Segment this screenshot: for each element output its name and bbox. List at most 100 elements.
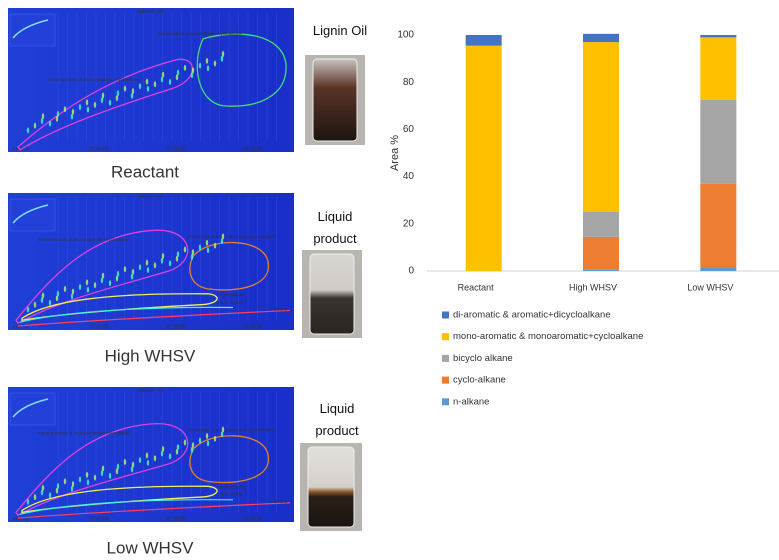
peak	[55, 295, 59, 302]
inset	[9, 392, 56, 426]
peak	[130, 92, 134, 99]
peak	[101, 92, 105, 99]
peak	[78, 104, 82, 111]
peak	[161, 446, 165, 453]
peak	[101, 272, 105, 279]
peak	[26, 498, 30, 505]
peak	[183, 64, 187, 71]
peak	[115, 275, 119, 282]
peak	[153, 262, 157, 269]
peak	[183, 439, 187, 446]
legend-swatch	[442, 354, 449, 362]
region-n	[17, 502, 291, 519]
peak	[190, 446, 194, 453]
inset-trace	[12, 19, 49, 39]
peak	[33, 494, 37, 501]
peak	[63, 106, 67, 113]
bar-segment	[583, 42, 619, 212]
peak	[116, 270, 120, 277]
time-label: 4:00:00	[12, 516, 29, 522]
peak	[93, 101, 97, 108]
peak	[55, 115, 59, 122]
region-di	[189, 241, 269, 291]
peak	[100, 470, 104, 477]
x-tick-label: Low WHSV	[687, 282, 733, 292]
peak	[123, 266, 127, 273]
peak	[145, 452, 149, 459]
peak	[145, 78, 149, 85]
region-label: di-aromatic & mono-aromatic+dicycloalkan…	[188, 234, 276, 239]
region-label: cyclo-alkane	[218, 492, 244, 497]
peak	[175, 448, 179, 455]
y-axis-label: Area %	[389, 135, 401, 171]
inset-trace	[12, 398, 49, 418]
region-mono	[15, 229, 189, 325]
peak	[108, 99, 112, 106]
peak	[116, 90, 120, 97]
peak	[101, 465, 105, 472]
inset-trace	[12, 204, 49, 224]
region-label: di-aromatic & mono-aromatic+cycloalkane	[158, 31, 242, 36]
legend-swatch	[442, 311, 449, 319]
region-label: cyclo-alkane	[218, 300, 244, 305]
bar-segment	[583, 269, 619, 271]
peak	[70, 485, 74, 492]
peak	[71, 108, 75, 115]
peak	[130, 273, 134, 280]
peak	[123, 85, 127, 92]
peak	[48, 120, 52, 127]
peak	[205, 57, 209, 64]
legend-label: di-aromatic & aromatic+dicycloalkane	[453, 310, 611, 321]
peak	[33, 301, 37, 308]
peak	[93, 282, 97, 289]
peak	[220, 237, 224, 244]
y-tick-label: 60	[403, 124, 415, 135]
peak	[131, 88, 135, 95]
plot-title: Masses : TIC	[138, 388, 165, 393]
peak	[71, 288, 75, 295]
legend-label: mono-aromatic & monoaromatic+cycloalkane	[453, 331, 643, 342]
peak	[146, 459, 150, 466]
time-label: 20:40:00	[89, 146, 109, 152]
peak	[198, 244, 202, 251]
peak	[220, 55, 224, 62]
peak	[146, 266, 150, 273]
peak	[78, 476, 82, 483]
peak	[26, 306, 30, 313]
peak	[160, 76, 164, 83]
legend-swatch	[442, 333, 449, 341]
peak	[220, 431, 224, 438]
peak	[213, 242, 217, 249]
peak	[213, 60, 217, 67]
time-label: 4:00:00	[12, 324, 29, 330]
peak	[86, 479, 90, 486]
region-cyclo	[19, 499, 234, 515]
bar-segment	[583, 212, 619, 237]
peak	[71, 481, 75, 488]
peak	[161, 253, 165, 260]
peak	[138, 83, 142, 90]
bar-segment	[700, 99, 737, 184]
bar-segment	[465, 35, 502, 46]
region-cyclo	[19, 306, 234, 323]
peak	[145, 259, 149, 266]
peak	[100, 277, 104, 284]
peak	[168, 79, 172, 86]
peak	[138, 457, 142, 464]
time-label: 54:00:00	[243, 324, 263, 330]
y-tick-label: 0	[408, 266, 414, 277]
peak	[131, 268, 135, 275]
peak	[56, 111, 60, 118]
peak	[41, 113, 45, 120]
peak	[86, 286, 90, 293]
bar-segment	[700, 35, 737, 38]
time-label: 54:00:00	[243, 516, 263, 522]
peak	[190, 72, 194, 79]
peak	[100, 97, 104, 104]
peak	[221, 426, 225, 433]
region-mono	[15, 422, 189, 517]
time-label: 20:40:00	[89, 324, 109, 330]
peak	[41, 484, 45, 491]
